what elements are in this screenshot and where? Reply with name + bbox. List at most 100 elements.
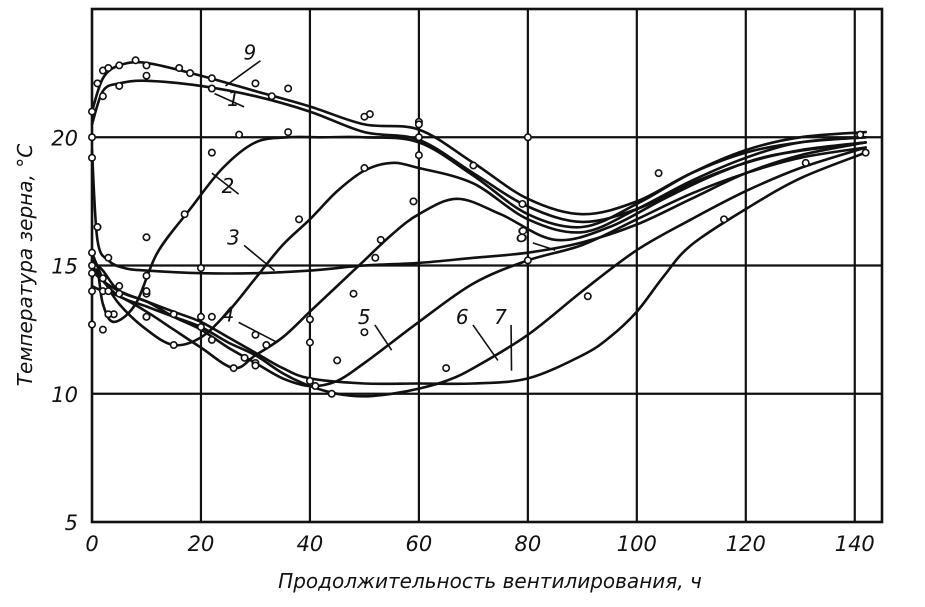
x-axis-title: Продолжительность вентилирования, ч — [278, 569, 702, 593]
data-point-marker — [801, 158, 810, 167]
data-point-marker — [88, 269, 97, 278]
data-point-marker — [142, 312, 151, 321]
data-point-marker — [142, 287, 151, 296]
data-point-marker — [104, 310, 113, 319]
data-point-marker — [104, 253, 113, 262]
curve-labels: 91 2 3 4 8 5 6 7 — [211, 41, 556, 371]
data-point-marker — [414, 133, 423, 142]
data-point-marker — [98, 92, 107, 101]
data-point-marker — [115, 81, 124, 90]
data-point-marker — [207, 84, 216, 93]
data-point-marker — [175, 63, 184, 72]
data-point-marker — [88, 320, 97, 329]
data-point-marker — [115, 282, 124, 291]
series-line-4 — [90, 141, 867, 370]
x-tick-label: 120 — [726, 532, 766, 556]
data-point-marker — [180, 210, 189, 219]
series-group — [90, 60, 867, 398]
data-point-marker — [327, 389, 336, 398]
data-point-marker — [305, 376, 314, 385]
data-point-marker — [93, 223, 102, 232]
data-point-marker — [295, 215, 304, 224]
y-axis-ticks: 5 10 15 20 — [51, 126, 78, 535]
data-point-marker — [88, 248, 97, 257]
curve-label-leader — [532, 242, 556, 251]
data-point-marker — [229, 364, 238, 373]
markers-group — [88, 56, 870, 398]
x-tick-label: 100 — [617, 532, 657, 556]
data-point-marker — [360, 328, 369, 337]
data-point-marker — [414, 151, 423, 160]
data-point-marker — [88, 107, 97, 116]
data-point-marker — [88, 153, 97, 162]
data-point-marker — [207, 74, 216, 83]
curve-label-leader — [472, 324, 499, 361]
data-point-marker — [131, 56, 140, 65]
series-line-3 — [90, 136, 867, 347]
y-tick-label: 5 — [65, 511, 78, 535]
x-tick-label: 60 — [406, 532, 433, 556]
data-point-marker — [856, 130, 865, 139]
data-point-marker — [207, 148, 216, 157]
data-point-marker — [360, 164, 369, 173]
data-point-marker — [98, 274, 107, 283]
data-point-marker — [469, 161, 478, 170]
data-point-marker — [169, 341, 178, 350]
data-point-marker — [207, 335, 216, 344]
data-point-marker — [305, 315, 314, 324]
data-point-marker — [240, 353, 249, 362]
data-point-marker — [104, 63, 113, 72]
y-axis-title: Температура зерна, °С — [13, 144, 37, 386]
data-point-marker — [360, 112, 369, 121]
data-point-marker — [88, 261, 97, 270]
data-point-marker — [115, 61, 124, 70]
data-point-marker — [115, 289, 124, 298]
curve-label-7: 7 — [494, 305, 507, 329]
curve-label-leader — [238, 321, 278, 344]
curve-label-leader — [214, 92, 245, 108]
data-point-marker — [235, 130, 244, 139]
data-point-marker — [523, 133, 532, 142]
curve-label-3: 3 — [227, 225, 240, 249]
curve-label-leader — [243, 244, 276, 272]
data-point-marker — [442, 364, 451, 373]
data-point-marker — [518, 199, 527, 208]
data-point-marker — [409, 197, 418, 206]
data-point-marker — [196, 312, 205, 321]
x-tick-label: 20 — [188, 532, 215, 556]
y-tick-label: 10 — [51, 383, 78, 407]
x-tick-label: 0 — [85, 532, 98, 556]
data-point-marker — [251, 79, 260, 88]
grid — [92, 9, 882, 522]
data-point-marker — [376, 235, 385, 244]
data-point-marker — [284, 84, 293, 93]
data-point-marker — [654, 169, 663, 178]
data-point-marker — [333, 356, 342, 365]
y-tick-label: 15 — [51, 255, 78, 279]
curve-label-leader — [225, 60, 261, 87]
data-point-marker — [305, 338, 314, 347]
curve-label-9: 9 — [243, 41, 256, 65]
series-line-7 — [90, 151, 867, 386]
data-point-marker — [196, 323, 205, 332]
y-tick-label: 20 — [51, 126, 78, 150]
curve-label-4: 4 — [222, 302, 235, 326]
data-point-marker — [169, 310, 178, 319]
data-point-marker — [251, 361, 260, 370]
data-point-marker — [104, 287, 113, 296]
x-axis-ticks: 0 20 40 60 80 100 120 140 — [85, 532, 874, 556]
x-tick-label: 40 — [297, 532, 324, 556]
data-point-marker — [142, 271, 151, 280]
curve-label-leader — [374, 324, 393, 351]
data-point-marker — [719, 215, 728, 224]
data-point-marker — [267, 92, 276, 101]
x-tick-label: 140 — [835, 532, 875, 556]
data-point-marker — [98, 325, 107, 334]
data-point-marker — [88, 133, 97, 142]
data-point-marker — [186, 69, 195, 78]
data-point-marker — [414, 120, 423, 129]
data-point-marker — [523, 256, 532, 265]
data-point-marker — [207, 312, 216, 321]
